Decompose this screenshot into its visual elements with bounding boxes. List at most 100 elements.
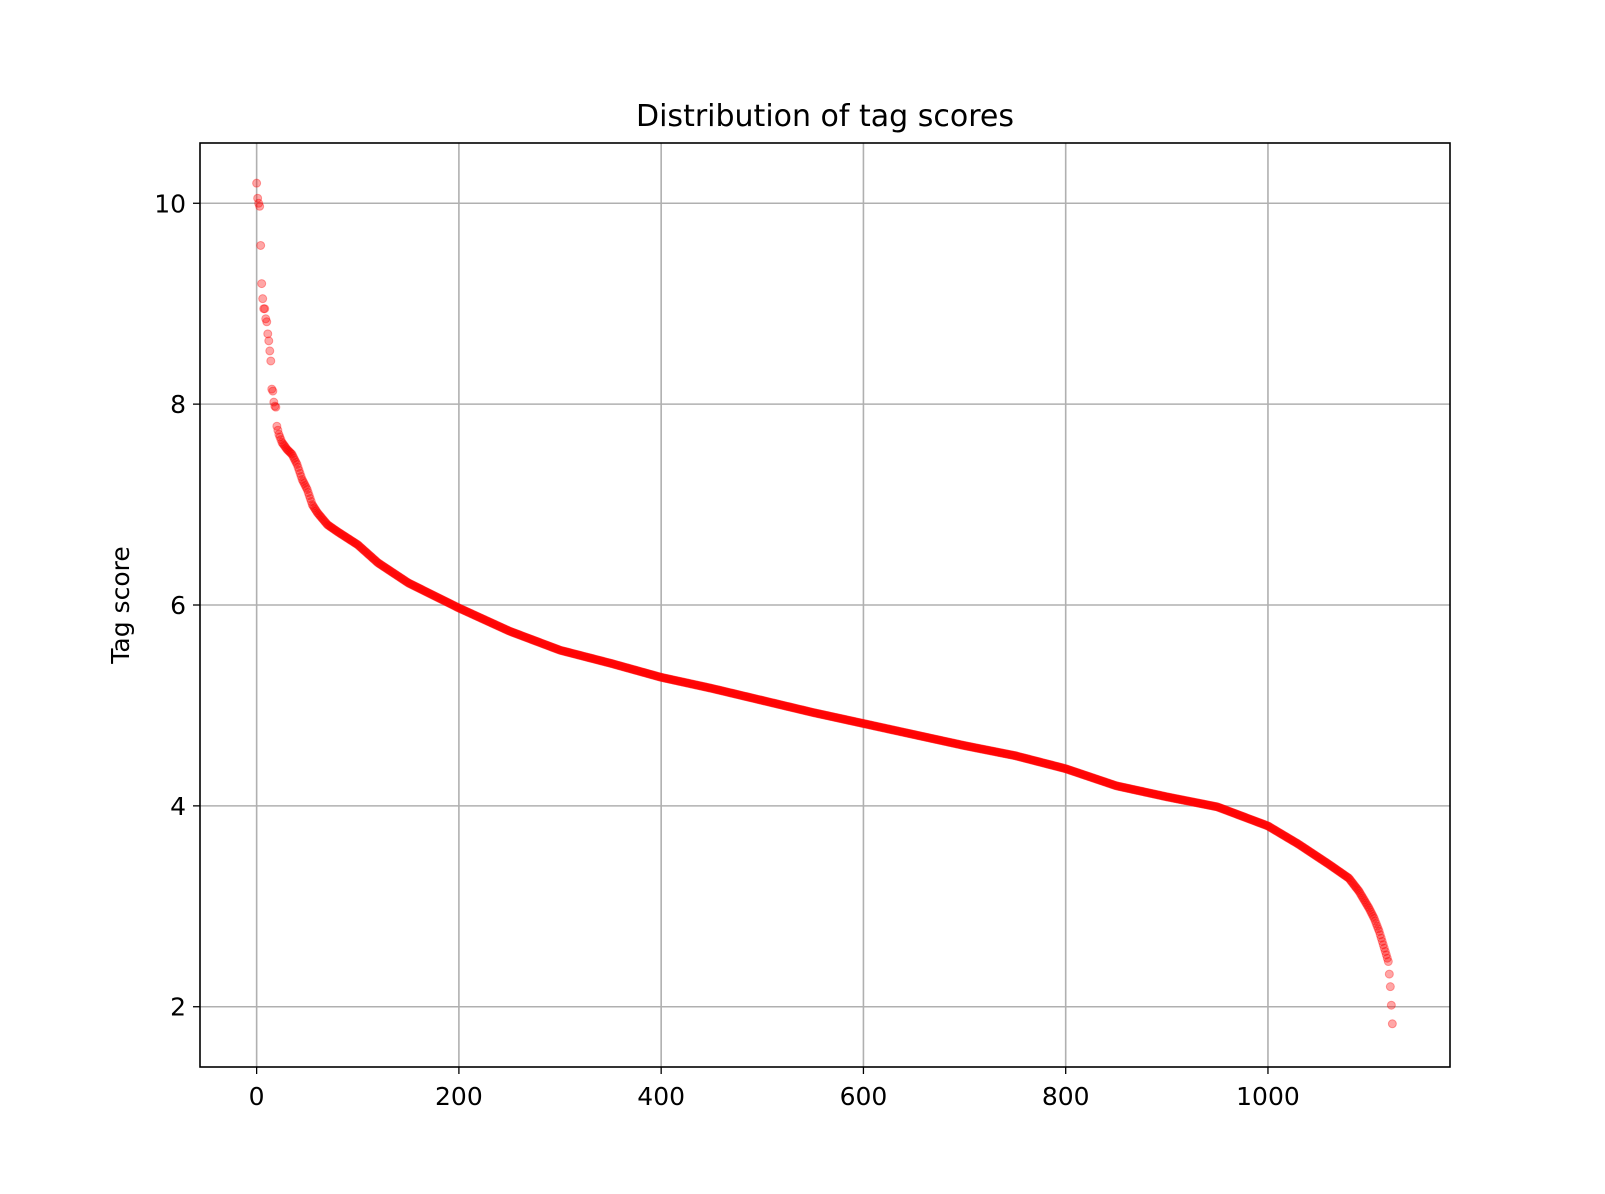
data-point [1340,870,1350,880]
data-point [1134,786,1144,796]
data-point [480,615,490,625]
data-point [1188,797,1198,807]
data-point [1020,753,1030,763]
data-point [931,734,941,744]
data-point [427,589,437,599]
data-point [602,657,612,667]
data-point [1057,763,1067,773]
data-point [1216,803,1226,813]
data-point [1127,784,1137,794]
data-point [331,525,341,535]
data-point [1231,809,1241,819]
data-point [1054,762,1064,772]
data-point [302,485,312,494]
data-point [1136,786,1146,796]
data-point [307,500,317,510]
data-point [734,690,744,700]
data-point [1286,835,1296,845]
data-point [305,494,315,504]
data-point [594,655,604,665]
data-point [554,645,564,655]
data-point [353,540,363,550]
data-point [798,705,808,715]
data-point [1223,806,1233,816]
data-point [506,627,516,637]
data-point [446,599,456,609]
data-point [619,662,629,672]
data-point [564,648,574,658]
data-point [939,736,949,746]
data-point [863,720,873,730]
data-point [376,560,386,570]
data-point [767,698,777,708]
data-point [1062,764,1072,774]
data-point [1353,885,1363,895]
data-point [590,654,600,664]
data-point [495,622,505,632]
data-point [1330,863,1340,873]
data-point [1076,769,1086,779]
data-point [977,744,987,754]
data-point [711,684,721,694]
data-point [392,571,402,581]
data-point [502,625,512,635]
data-point [1169,793,1179,803]
data-point [484,617,494,627]
data-point [752,694,762,704]
data-point [766,698,776,708]
data-point [932,735,942,745]
data-point [693,680,703,690]
data-point [505,626,515,636]
data-point [1168,793,1178,803]
data-point [461,606,471,616]
data-point [311,506,321,516]
data-point [276,435,286,445]
data-point [1004,749,1014,759]
data-point [366,551,376,561]
data-point [821,710,831,720]
data-point [1157,791,1167,801]
data-point [481,615,491,625]
data-point [352,539,362,549]
data-point [566,648,576,658]
data-point [1069,766,1079,776]
data-point [946,738,956,748]
data-point [410,581,420,591]
data-point [1198,799,1208,809]
data-point [1051,761,1061,771]
data-point [789,703,799,713]
data-point [1088,773,1098,783]
data-point [942,737,952,747]
data-point [486,618,496,628]
data-point [990,747,1000,757]
data-point [1285,834,1295,844]
data-point [792,704,802,714]
data-point [925,733,935,743]
data-point [992,747,1002,757]
data-point [355,542,365,552]
data-point [1077,769,1087,779]
data-point [340,531,350,541]
data-point [810,708,820,718]
data-point [837,714,847,724]
data-point [450,601,460,611]
data-point [780,701,790,711]
data-point [537,638,547,648]
data-point [611,660,621,670]
data-point [332,526,342,536]
data-point [682,678,692,688]
data-point [879,723,889,733]
data-point [449,601,459,610]
data-point [759,696,769,706]
data-point [778,700,788,710]
data-point [492,621,502,631]
data-point [919,732,929,742]
data-point [386,567,396,577]
data-point [656,672,666,682]
data-point [1351,882,1361,892]
data-point [1219,805,1229,815]
data-point [1293,839,1303,849]
data-point [343,533,353,543]
data-point [858,719,868,729]
data-point [1234,810,1244,820]
